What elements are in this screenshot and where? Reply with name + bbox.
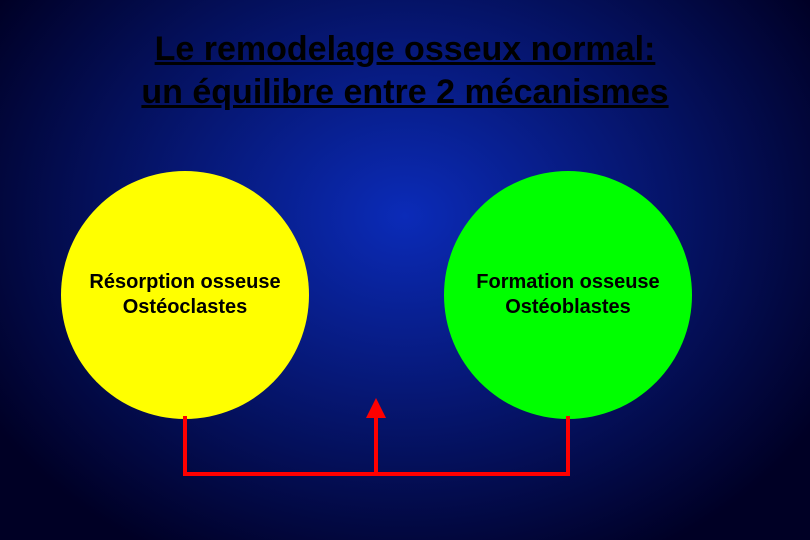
right-circle: Formation osseuse Ostéoblastes [444, 171, 692, 419]
title-line-2: un équilibre entre 2 mécanismes [141, 73, 668, 111]
right-circle-label-2: Ostéoblastes [505, 295, 631, 320]
connector-right-vertical [566, 416, 570, 476]
slide: Le remodelage osseux normal: un équilibr… [0, 0, 810, 540]
right-circle-label-1: Formation osseuse [476, 270, 659, 295]
left-circle: Résorption osseuse Ostéoclastes [61, 171, 309, 419]
connector-center-vertical [374, 418, 378, 476]
connector-left-vertical [183, 416, 187, 476]
title-line-1: Le remodelage osseux normal: [155, 30, 656, 68]
slide-title: Le remodelage osseux normal: un équilibr… [0, 28, 810, 113]
left-circle-label-1: Résorption osseuse [89, 270, 280, 295]
arrow-up-icon [366, 398, 386, 418]
left-circle-label-2: Ostéoclastes [123, 295, 248, 320]
